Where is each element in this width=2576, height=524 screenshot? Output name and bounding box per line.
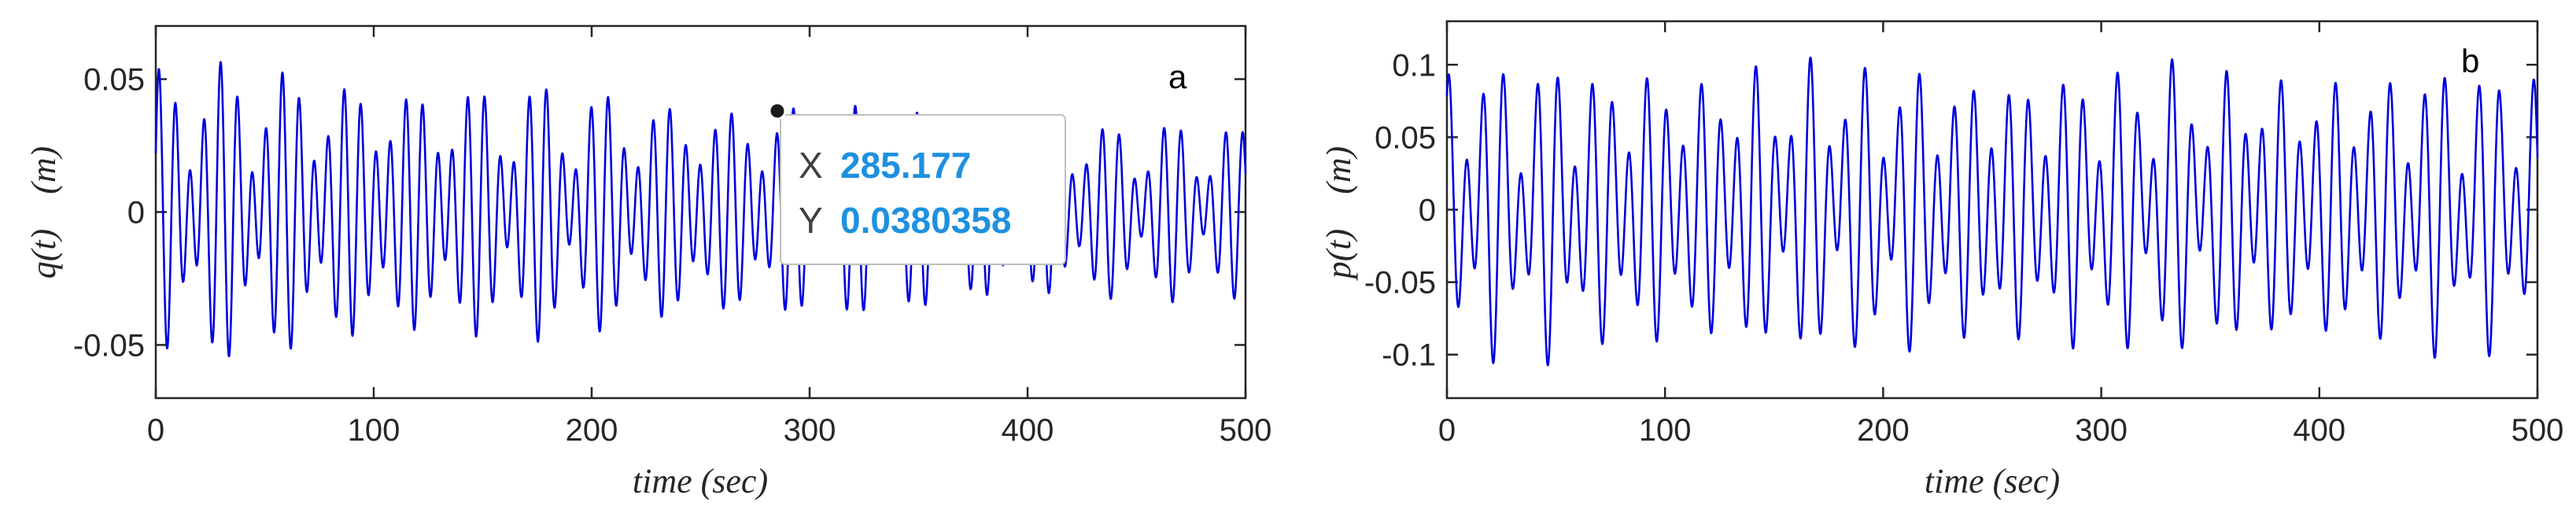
y-tick-label: -0.1 bbox=[1382, 338, 1436, 373]
x-tick-label: 400 bbox=[2293, 413, 2345, 448]
chart-panel-a: 0 100 200 300 400 500 -0.05 0 0.05 a time (sec)… bbox=[24, 24, 1272, 500]
x-axis-label-b: time (sec) bbox=[1925, 462, 2060, 500]
datatip[interactable]: X 285.177 Y 0.0380358 bbox=[768, 101, 1066, 265]
y-tick-label: 0 bbox=[1419, 194, 1436, 228]
datatip-x-key: X bbox=[799, 145, 823, 186]
chart-panel-b: 0 100 200 300 400 500 -0.1 -0.05 0 0.05 0.1 b tim… bbox=[1319, 20, 2564, 500]
x-tick-label: 300 bbox=[784, 413, 836, 448]
x-axis-label-a: time (sec) bbox=[633, 462, 768, 500]
x-tick-label: 100 bbox=[348, 413, 400, 448]
x-tick-label: 400 bbox=[1002, 413, 1054, 448]
y-tick-label: 0.05 bbox=[83, 63, 145, 98]
datatip-y-value: 0.0380358 bbox=[840, 200, 1011, 241]
x-ticks-b: 0 100 200 300 400 500 bbox=[1438, 21, 2564, 448]
y-axis-label-a: q(t) (m) bbox=[24, 146, 63, 279]
x-ticks-a: 0 100 200 300 400 500 bbox=[147, 26, 1272, 448]
y-tick-label: -0.05 bbox=[73, 328, 145, 363]
x-tick-label: 200 bbox=[566, 413, 618, 448]
y-tick-label: -0.05 bbox=[1364, 266, 1436, 301]
datatip-marker[interactable] bbox=[768, 101, 787, 120]
x-tick-label: 0 bbox=[1438, 413, 1456, 448]
datatip-box bbox=[780, 114, 1066, 265]
x-tick-label: 0 bbox=[147, 413, 164, 448]
plot-frame-b bbox=[1445, 20, 2539, 400]
y-tick-label: 0 bbox=[127, 196, 145, 231]
y-tick-label: 0.05 bbox=[1375, 120, 1436, 155]
panel-label-b: b bbox=[2461, 42, 2479, 79]
y-tick-label: 0.1 bbox=[1392, 48, 1436, 83]
x-tick-label: 100 bbox=[1639, 413, 1692, 448]
y-axis-label-b: p(t) (m) bbox=[1319, 146, 1358, 282]
x-tick-label: 300 bbox=[2075, 413, 2128, 448]
x-tick-label: 500 bbox=[1220, 413, 1272, 448]
datatip-y-key: Y bbox=[799, 200, 823, 241]
series-line-p bbox=[1445, 56, 2539, 367]
x-tick-label: 200 bbox=[1857, 413, 1910, 448]
datatip-x-value: 285.177 bbox=[840, 145, 971, 186]
x-tick-label: 500 bbox=[2511, 413, 2564, 448]
y-ticks-b: -0.1 -0.05 0 0.05 0.1 bbox=[1364, 48, 2537, 373]
panel-label-a: a bbox=[1168, 58, 1187, 95]
series-line-q bbox=[154, 61, 1247, 358]
